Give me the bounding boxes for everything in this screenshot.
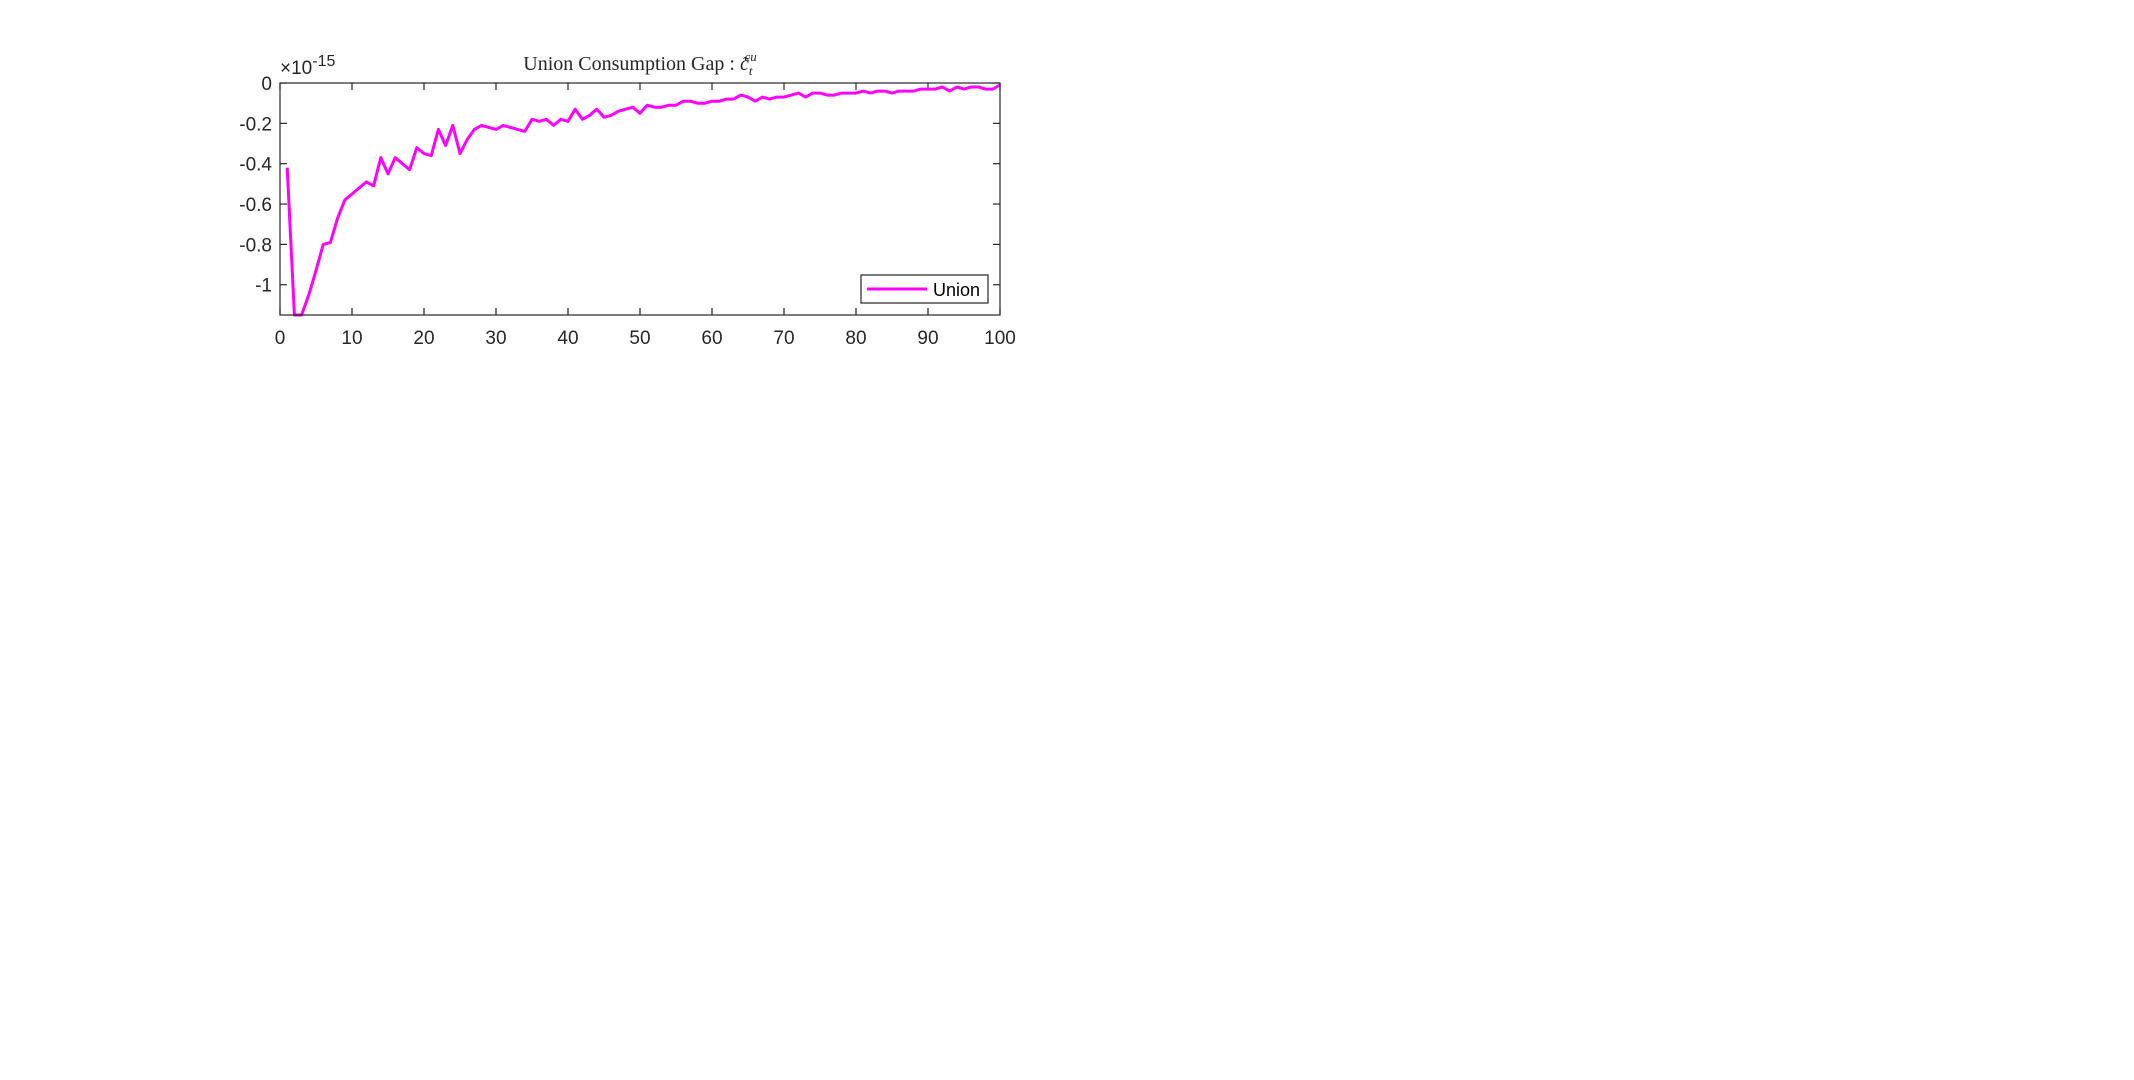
y-tick-label-4: -0.8 — [239, 235, 272, 256]
y-exponent-power: -15 — [312, 53, 335, 70]
chart-title: Union Consumption Gap : c̃tcu — [523, 49, 757, 78]
title-math-subscript: t — [749, 63, 753, 78]
title-math-superscript: cu — [744, 49, 757, 64]
x-tick-label-0: 0 — [275, 328, 286, 349]
x-tick-label-40: 40 — [557, 328, 578, 349]
legend-label-union: Union — [933, 280, 980, 300]
axes-box — [279, 82, 1001, 316]
x-tick-label-50: 50 — [629, 328, 650, 349]
y-tick-label-2: -0.4 — [239, 155, 272, 176]
y-tick-label-5: -1 — [255, 276, 272, 297]
x-tick-label-30: 30 — [485, 328, 506, 349]
x-tick-label-100: 100 — [984, 328, 1016, 349]
y-exponent-label: ×10-15 — [280, 53, 335, 79]
x-tick-label-10: 10 — [341, 328, 362, 349]
y-tick-label-0: 0 — [261, 74, 272, 95]
y-axis-ticks: 0 -0.2 -0.4 -0.6 -0.8 -1 — [239, 74, 1000, 297]
x-tick-label-60: 60 — [701, 328, 722, 349]
x-axis-ticks: 0 10 20 30 40 50 60 70 80 90 100 — [275, 83, 1016, 349]
y-tick-label-3: -0.6 — [239, 195, 272, 216]
title-text: Union Consumption Gap : — [523, 53, 740, 75]
x-tick-label-90: 90 — [917, 328, 938, 349]
x-tick-label-70: 70 — [773, 328, 794, 349]
y-exponent-base: ×10 — [280, 58, 312, 79]
x-tick-label-20: 20 — [413, 328, 434, 349]
series-line-union — [285, 83, 1001, 317]
plot-area: 0 10 20 30 40 50 60 70 80 90 100 0 -0.2 -0.4 -0.6 -0.8… — [239, 74, 1016, 349]
x-tick-label-80: 80 — [845, 328, 866, 349]
title-math-base: c̃ — [740, 53, 750, 75]
y-tick-label-1: -0.2 — [239, 114, 272, 135]
legend: Union — [860, 274, 989, 304]
